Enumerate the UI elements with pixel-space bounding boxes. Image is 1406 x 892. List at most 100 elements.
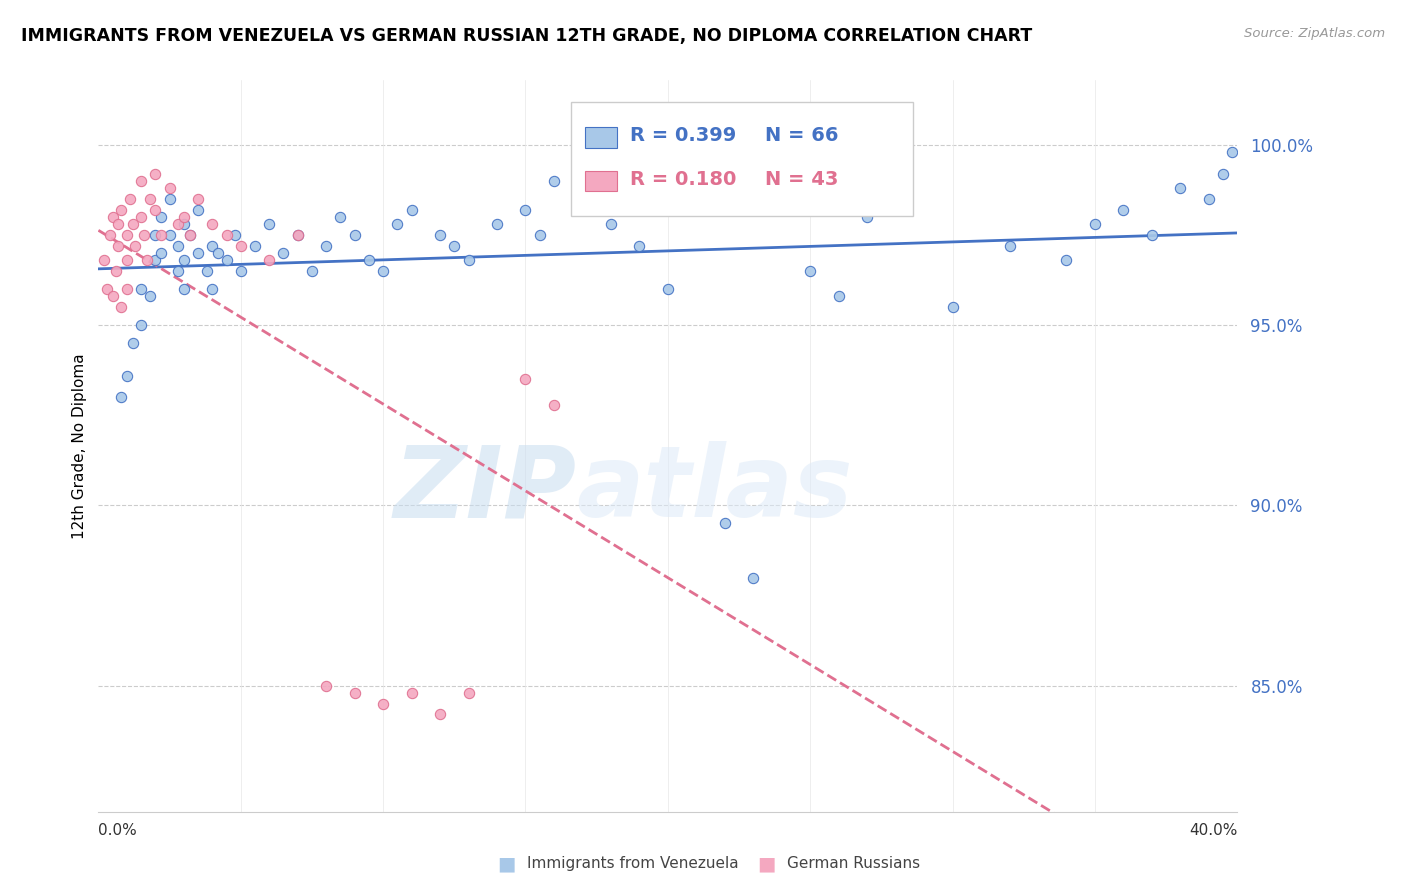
Point (373, 264, 395, 278)
Point (387, 218, 409, 232)
Point (201, 282, 224, 296)
Text: N = 66: N = 66 (765, 127, 838, 145)
Point (714, 135, 737, 149)
Point (628, 239, 651, 253)
Text: Immigrants from Venezuela: Immigrants from Venezuela (527, 856, 740, 871)
Point (173, 218, 195, 232)
Point (224, 228, 246, 243)
Text: R = 0.399: R = 0.399 (630, 127, 737, 145)
Point (373, 697, 395, 711)
Point (110, 202, 132, 217)
Point (457, 253, 479, 268)
Point (107, 239, 129, 253)
Point (343, 686, 366, 700)
Point (243, 239, 266, 253)
Point (150, 210, 173, 224)
FancyBboxPatch shape (571, 103, 912, 216)
Text: German Russians: German Russians (787, 856, 921, 871)
Point (159, 228, 181, 243)
Text: ZIP: ZIP (394, 442, 576, 539)
Point (121, 336, 143, 351)
Point (401, 686, 423, 700)
Point (173, 210, 195, 224)
Point (101, 289, 124, 303)
Point (343, 228, 366, 243)
Point (571, 192, 593, 206)
Point (110, 390, 132, 404)
Point (301, 264, 323, 278)
Point (104, 264, 127, 278)
Point (187, 192, 209, 206)
Point (145, 253, 167, 268)
Point (167, 264, 190, 278)
Point (159, 181, 181, 195)
Point (101, 210, 124, 224)
Point (201, 239, 224, 253)
Text: ■: ■ (756, 854, 776, 873)
Point (129, 282, 152, 296)
Point (201, 218, 224, 232)
Point (884, 192, 907, 206)
Point (515, 372, 537, 386)
Point (259, 218, 281, 232)
Point (529, 228, 551, 243)
Point (145, 202, 167, 217)
Point (96, 282, 118, 296)
Point (138, 192, 160, 206)
Text: 0.0%: 0.0% (98, 822, 138, 838)
Point (173, 282, 195, 296)
Text: R = 0.180: R = 0.180 (630, 170, 737, 189)
Point (856, 210, 879, 224)
Point (187, 246, 209, 260)
Point (515, 202, 537, 217)
Point (543, 398, 565, 412)
Text: IMMIGRANTS FROM VENEZUELA VS GERMAN RUSSIAN 12TH GRADE, NO DIPLOMA CORRELATION C: IMMIGRANTS FROM VENEZUELA VS GERMAN RUSS… (21, 27, 1032, 45)
Text: N = 43: N = 43 (765, 170, 838, 189)
Point (179, 228, 201, 243)
Point (273, 246, 295, 260)
Text: 40.0%: 40.0% (1189, 822, 1237, 838)
Point (195, 264, 218, 278)
Point (287, 228, 309, 243)
Point (1198, 192, 1220, 206)
Point (1056, 253, 1078, 268)
Point (132, 228, 155, 243)
Point (543, 174, 565, 188)
Point (145, 167, 167, 181)
Point (429, 228, 451, 243)
Point (129, 210, 152, 224)
Point (329, 210, 352, 224)
Point (828, 289, 851, 303)
Point (107, 218, 129, 232)
Point (179, 228, 201, 243)
Point (799, 264, 821, 278)
Point (173, 253, 195, 268)
Point (457, 686, 479, 700)
Point (138, 289, 160, 303)
Point (229, 239, 252, 253)
Point (357, 253, 380, 268)
Point (215, 253, 238, 268)
Point (129, 318, 152, 333)
Point (115, 282, 138, 296)
Point (167, 239, 190, 253)
Text: atlas: atlas (576, 442, 853, 539)
Point (187, 202, 209, 217)
Point (315, 239, 337, 253)
Point (150, 246, 173, 260)
Point (429, 707, 451, 722)
Point (1112, 202, 1135, 217)
Point (998, 239, 1021, 253)
Point (1220, 145, 1243, 160)
Point (229, 264, 252, 278)
Point (443, 239, 465, 253)
Point (401, 202, 423, 217)
Point (115, 228, 138, 243)
Point (714, 516, 737, 531)
Point (159, 192, 181, 206)
Point (486, 218, 509, 232)
Point (657, 282, 679, 296)
Y-axis label: 12th Grade, No Diploma: 12th Grade, No Diploma (72, 353, 87, 539)
Point (1084, 218, 1107, 232)
Point (1170, 181, 1192, 195)
